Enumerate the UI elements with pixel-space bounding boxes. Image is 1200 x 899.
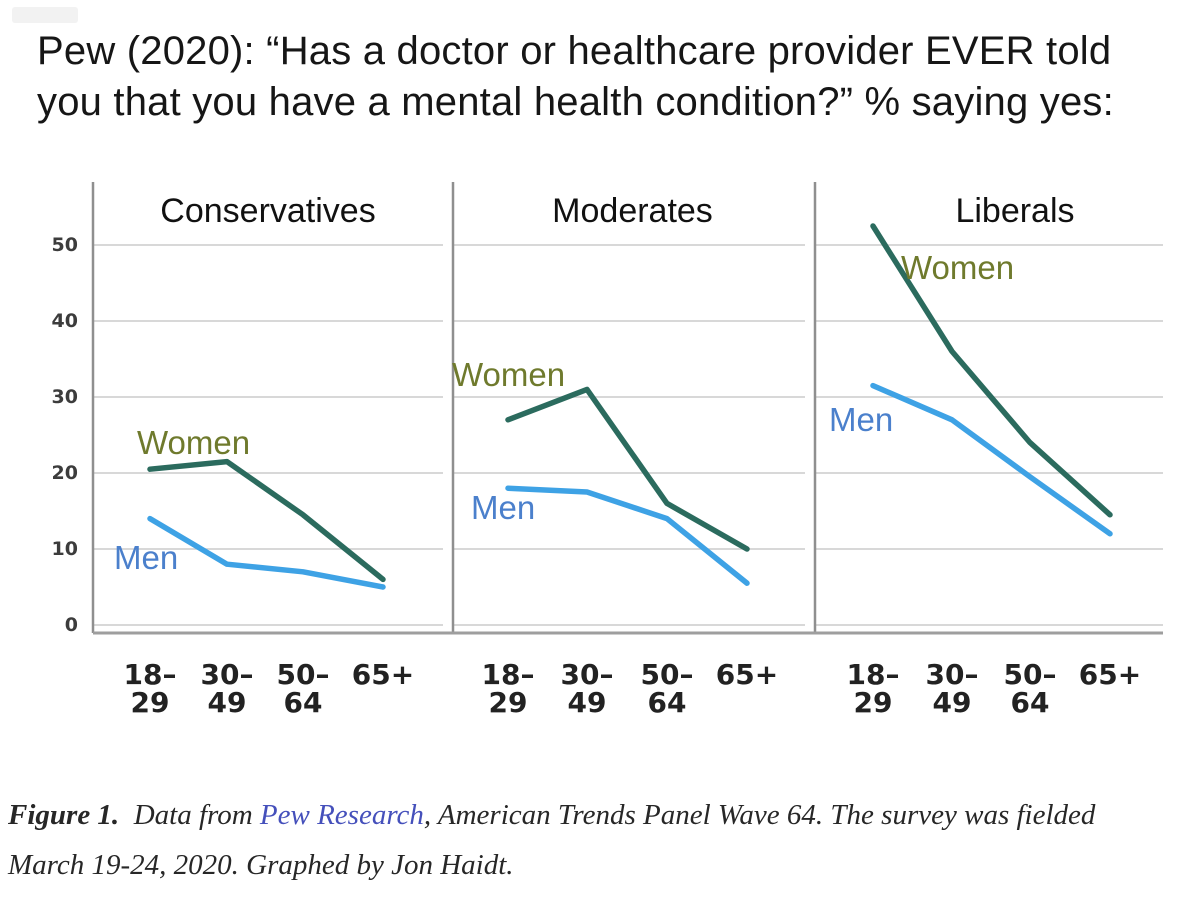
x-tick-label: 18– 29 [847, 658, 900, 719]
panel-title-conservatives: Conservatives [160, 192, 376, 230]
women-series-line [147, 458, 386, 583]
pew-research-link[interactable]: Pew Research [259, 799, 424, 831]
figure-title-line-1: Pew (2020): “Has a doctor or healthcare … [37, 29, 1112, 73]
figure-caption-line-2: March 19-24, 2020. Graphed by Jon Haidt. [8, 849, 514, 881]
men-series-line [870, 382, 1113, 537]
figure-caption-label: Figure 1. [8, 799, 120, 831]
panel-title-liberals: Liberals [955, 192, 1075, 230]
series-label-women-conservatives: Women [137, 424, 251, 461]
x-tick-label: 18– 29 [124, 658, 177, 719]
women-series-line [870, 223, 1113, 518]
y-axis-tick: 20 [51, 462, 78, 484]
figure-title-line-2: you that you have a mental health condit… [37, 80, 1114, 124]
x-tick-label: 50– 64 [641, 658, 694, 719]
figure-caption-text: Data from [119, 799, 260, 831]
y-axis-tick: 40 [51, 310, 78, 332]
series-label-women-liberals: Women [901, 249, 1015, 286]
series-label-men-moderates: Men [471, 489, 536, 526]
y-axis-tick: 50 [51, 234, 78, 256]
figure-title: Pew (2020): “Has a doctor or healthcare … [37, 26, 1187, 128]
x-tick-label: 65+ [352, 658, 414, 691]
series-label-women-moderates: Women [452, 356, 566, 393]
x-tick-label: 30– 49 [561, 658, 614, 719]
men-series-line [147, 515, 386, 590]
y-axis-tick: 0 [64, 614, 78, 636]
series-label-men-conservatives: Men [114, 539, 179, 576]
x-tick-label: 18– 29 [482, 658, 535, 719]
figure-caption-text-2: , American Trends Panel Wave 64. The sur… [423, 799, 1096, 831]
series-label-men-liberals: Men [829, 401, 894, 438]
x-tick-label: 65+ [1079, 658, 1141, 691]
y-axis-tick: 10 [51, 538, 78, 560]
women-series-line [505, 386, 750, 552]
x-tick-label: 50– 64 [277, 658, 330, 719]
y-axis-tick: 30 [51, 386, 78, 408]
artifact-smudge [12, 7, 78, 23]
men-series-line [505, 485, 750, 586]
figure-caption: Figure 1. Data from Pew Research, Americ… [8, 790, 1198, 890]
x-tick-label: 65+ [716, 658, 778, 691]
x-tick-label: 30– 49 [201, 658, 254, 719]
panel-title-moderates: Moderates [552, 192, 713, 230]
x-tick-label: 30– 49 [926, 658, 979, 719]
x-tick-label: 50– 64 [1004, 658, 1057, 719]
